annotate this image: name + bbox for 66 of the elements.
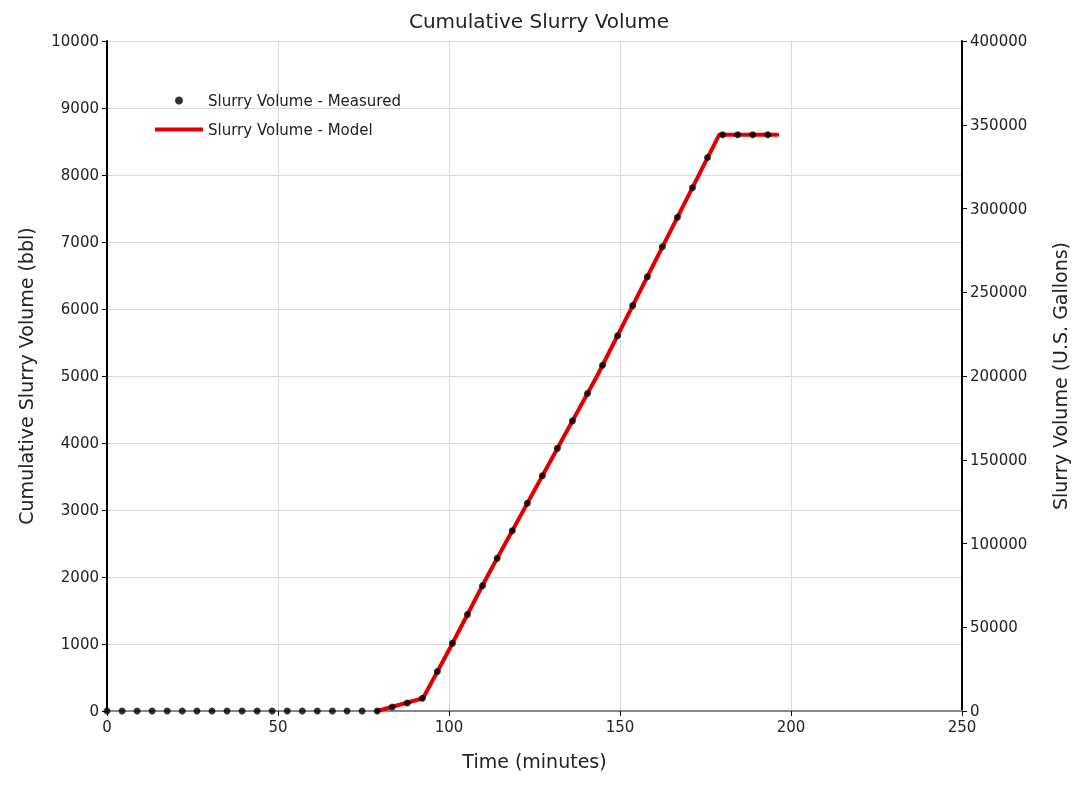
y-tick-label: 3000 [60, 501, 99, 519]
point [538, 472, 546, 480]
y-tick-label: 0 [89, 702, 99, 720]
y-tick-label: 2000 [60, 568, 99, 586]
point [689, 184, 696, 192]
y-tick-label: 9000 [60, 99, 99, 117]
y-tick-label: 7000 [60, 233, 99, 251]
point [283, 707, 291, 715]
point [508, 527, 516, 535]
point [418, 694, 426, 702]
point [643, 273, 651, 281]
y2-tick-label: 100000 [970, 534, 1028, 553]
x-tick-label: 150 [605, 717, 635, 736]
point [584, 389, 592, 397]
point [629, 302, 637, 310]
point [373, 707, 381, 715]
point [553, 444, 561, 452]
point [614, 332, 622, 340]
point [328, 707, 336, 715]
point [433, 667, 441, 675]
point [448, 639, 456, 647]
y-tick-label: 1000 [60, 635, 99, 653]
y-tick-label: 6000 [60, 300, 99, 318]
y2-tick-label: 350000 [970, 115, 1028, 134]
point [719, 131, 727, 139]
y-tick-label: 10000 [51, 32, 99, 50]
point [704, 154, 712, 162]
y2-tick-label: 200000 [970, 367, 1028, 385]
y2-tick-label: 0 [970, 702, 980, 720]
point [749, 131, 757, 139]
point [298, 707, 306, 715]
x-tick-label: 50 [268, 717, 288, 736]
x-tick-label: 200 [776, 717, 806, 736]
y2-tick-label: 400000 [970, 32, 1028, 50]
x-tick-label: 100 [434, 717, 464, 736]
y-axis-title: Cumulative Slurry Volume (bbl) [14, 227, 37, 525]
point [479, 582, 487, 590]
point [673, 213, 681, 221]
y2-tick-label: 50000 [970, 618, 1018, 637]
y2-tick-label: 300000 [970, 199, 1028, 218]
point [599, 361, 607, 369]
legend-label: Slurry Volume - Measured [208, 91, 401, 110]
y2-axis-title: Slurry Volume (U.S. Gallons) [1048, 241, 1071, 511]
point [268, 707, 276, 715]
point [463, 611, 471, 619]
chart-title: Cumulative Slurry Volume [408, 9, 670, 33]
x-axis-title: Time (minutes) [461, 749, 607, 772]
y2-tick-label: 250000 [970, 283, 1028, 302]
point [403, 699, 411, 707]
point [523, 499, 531, 507]
point [178, 707, 186, 715]
point [388, 703, 396, 711]
legend-label: Slurry Volume - Model [208, 120, 373, 139]
y-tick-label: 8000 [60, 166, 99, 184]
x-tick-label: 0 [102, 717, 112, 736]
point [313, 707, 321, 715]
point [658, 243, 666, 251]
y-tick-label: 4000 [60, 434, 99, 452]
x-tick-label: 250 [947, 717, 977, 736]
point [764, 131, 772, 139]
point [734, 131, 742, 139]
point [493, 554, 501, 562]
point [163, 707, 171, 715]
y2-tick-label: 150000 [970, 450, 1028, 469]
y-tick-label: 5000 [60, 367, 99, 385]
point [568, 417, 576, 425]
